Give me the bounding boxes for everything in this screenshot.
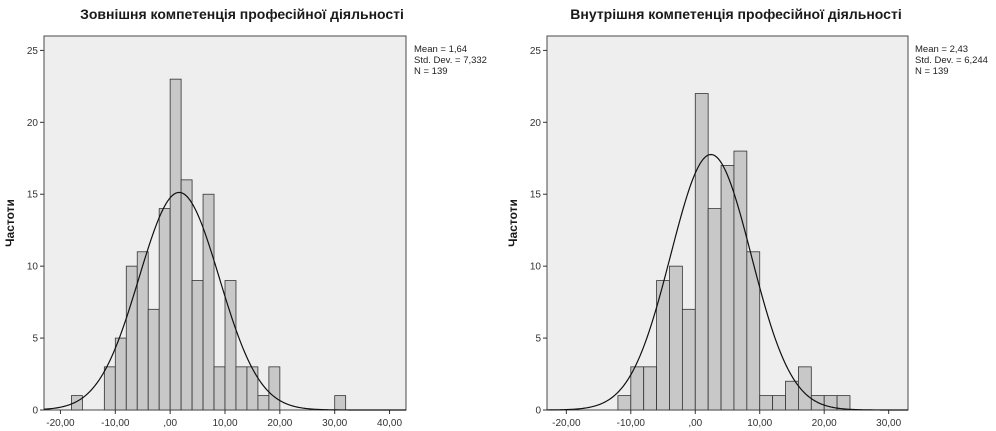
x-tick-label: 20,00 [267, 418, 292, 429]
y-tick-label: 25 [27, 46, 39, 57]
y-axis-label: Частоти [3, 199, 17, 247]
histogram-bar [734, 151, 747, 410]
y-tick-label: 15 [530, 190, 542, 201]
x-tick-label: 10,00 [212, 418, 237, 429]
y-tick-label: 5 [535, 334, 541, 345]
chart-title: Внутрішня компетенція професійної діяльн… [570, 6, 901, 22]
histogram-bar [682, 309, 695, 410]
histogram-bar [335, 396, 346, 410]
histogram-bar [786, 381, 799, 410]
histogram-bar [269, 367, 280, 410]
x-tick-label: 30,00 [876, 418, 901, 429]
x-tick-label: 10,00 [747, 418, 772, 429]
histogram-bar [644, 367, 657, 410]
histogram-bar [181, 180, 192, 410]
histogram-bar [247, 367, 258, 410]
histogram-bar [192, 281, 203, 410]
x-tick-label: ,00 [688, 418, 702, 429]
x-tick-label: ,00 [163, 418, 177, 429]
histogram-bar [214, 367, 225, 410]
y-tick-label: 10 [530, 262, 542, 273]
histogram-bar [203, 194, 214, 410]
histogram-bar [170, 79, 181, 410]
stat-std-dev: Std. Dev. = 6,244 [915, 55, 988, 66]
y-tick-label: 25 [530, 46, 542, 57]
y-tick-label: 10 [27, 262, 39, 273]
histogram-external-competence: Зовнішня компетенція професійної діяльно… [0, 0, 498, 431]
histogram-bar [159, 209, 170, 410]
histogram-bar [760, 396, 773, 410]
stat-std-dev: Std. Dev. = 7,332 [414, 55, 487, 66]
x-tick-label: 40,00 [377, 418, 402, 429]
stat-mean: Mean = 1,64 [414, 44, 467, 55]
y-tick-label: 15 [27, 190, 39, 201]
stat-n: N = 139 [915, 66, 949, 77]
y-tick-label: 20 [27, 118, 39, 129]
histogram-bar [236, 367, 247, 410]
histogram-bar [258, 396, 269, 410]
histogram-bar [695, 94, 708, 410]
y-tick-label: 0 [535, 406, 541, 417]
histogram-bar [618, 396, 631, 410]
histogram-bar [669, 266, 682, 410]
chart-title: Зовнішня компетенція професійної діяльно… [80, 6, 404, 22]
histogram-bar [708, 209, 721, 410]
histogram-bar [631, 367, 644, 410]
x-tick-label: 30,00 [322, 418, 347, 429]
histogram-bar [104, 367, 115, 410]
stat-mean: Mean = 2,43 [915, 44, 968, 55]
histogram-bar [721, 165, 734, 410]
x-tick-label: -10,00 [101, 418, 130, 429]
x-tick-label: -20,00 [552, 418, 581, 429]
histogram-bar [115, 338, 126, 410]
x-tick-label: 20,00 [812, 418, 837, 429]
histogram-bar [773, 396, 786, 410]
y-axis-label: Частоти [506, 199, 520, 247]
histogram-bar [137, 252, 148, 410]
x-tick-label: -20,00 [46, 418, 75, 429]
x-tick-label: -10,00 [617, 418, 646, 429]
y-tick-label: 20 [530, 118, 542, 129]
histogram-internal-competence: Внутрішня компетенція професійної діяльн… [498, 0, 996, 431]
histogram-bar [747, 252, 760, 410]
y-tick-label: 0 [32, 406, 38, 417]
histogram-bar [148, 309, 159, 410]
stat-n: N = 139 [414, 66, 448, 77]
y-tick-label: 5 [32, 334, 38, 345]
